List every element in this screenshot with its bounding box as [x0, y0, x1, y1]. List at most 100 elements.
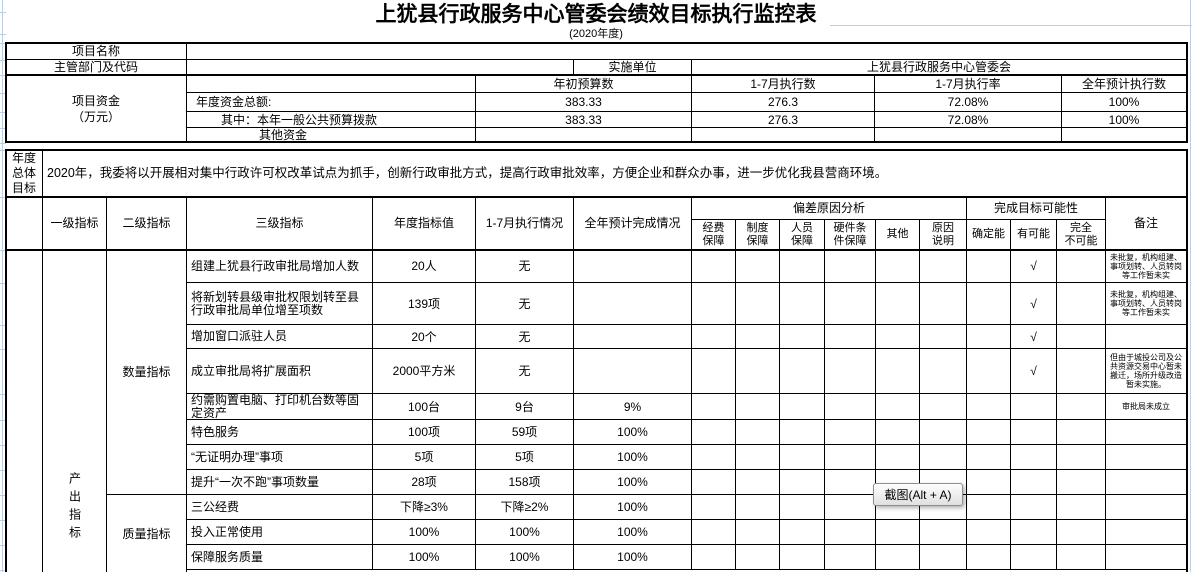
- cell-target[interactable]: 28项: [373, 470, 476, 495]
- cell-dev-system[interactable]: [736, 325, 780, 349]
- cell-dev-staff[interactable]: [780, 283, 825, 325]
- cell-target[interactable]: 100项: [373, 420, 476, 445]
- cell-dev-hardware[interactable]: [825, 520, 876, 545]
- level2-quality-indicator[interactable]: 质量指标: [107, 495, 187, 572]
- cell-dev-funds[interactable]: [692, 470, 736, 495]
- cell-pos-likely[interactable]: [1011, 545, 1057, 570]
- cell-dev-reason[interactable]: [920, 420, 967, 445]
- cell-remark[interactable]: 但由于城投公司及公共资源交易中心暂未搬迁，场所升级改造暂未实施。: [1106, 349, 1187, 394]
- cell-dev-other[interactable]: [876, 520, 920, 545]
- cell-level3[interactable]: 保障服务质量: [187, 545, 373, 570]
- cell-dev-reason[interactable]: [920, 445, 967, 470]
- cell-level3[interactable]: 增加窗口派驻人员: [187, 325, 373, 349]
- funds-value[interactable]: 383.33: [476, 112, 692, 128]
- cell-level3[interactable]: 特色服务: [187, 420, 373, 445]
- cell-exec[interactable]: 5项: [476, 445, 574, 470]
- cell-pos-likely[interactable]: [1011, 394, 1057, 420]
- cell-exec[interactable]: 9台: [476, 394, 574, 420]
- cell-dev-staff[interactable]: [780, 445, 825, 470]
- cell-exec[interactable]: 无: [476, 325, 574, 349]
- cell-pos-impossible[interactable]: [1057, 520, 1106, 545]
- cell-pos-certain[interactable]: [967, 250, 1011, 283]
- cell-target[interactable]: 100%: [373, 520, 476, 545]
- cell-target[interactable]: 20人: [373, 250, 476, 283]
- cell-pos-certain[interactable]: [967, 470, 1011, 495]
- cell-dev-staff[interactable]: [780, 520, 825, 545]
- cell-pos-certain[interactable]: [967, 283, 1011, 325]
- cell-dev-staff[interactable]: [780, 470, 825, 495]
- cell-dev-reason[interactable]: [920, 495, 967, 520]
- cell-forecast[interactable]: [574, 325, 692, 349]
- cell-target[interactable]: 100台: [373, 394, 476, 420]
- cell-dev-system[interactable]: [736, 394, 780, 420]
- cell-pos-certain[interactable]: [967, 545, 1011, 570]
- cell-pos-likely[interactable]: [1011, 445, 1057, 470]
- cell-pos-certain[interactable]: [967, 325, 1011, 349]
- cell-target[interactable]: 20个: [373, 325, 476, 349]
- cell-level3[interactable]: 提升“一次不跑”事项数量: [187, 470, 373, 495]
- cell-dev-other[interactable]: [876, 250, 920, 283]
- cell-dev-funds[interactable]: [692, 420, 736, 445]
- cell-target[interactable]: 139项: [373, 283, 476, 325]
- cell-dev-system[interactable]: [736, 349, 780, 394]
- cell-exec[interactable]: 无: [476, 283, 574, 325]
- cell-dev-hardware[interactable]: [825, 420, 876, 445]
- cell-dev-hardware[interactable]: [825, 394, 876, 420]
- cell-dev-other[interactable]: [876, 545, 920, 570]
- cell-forecast[interactable]: 100%: [574, 445, 692, 470]
- cell-dev-hardware[interactable]: [825, 495, 876, 520]
- cell-dev-funds[interactable]: [692, 349, 736, 394]
- cell-pos-impossible[interactable]: [1057, 420, 1106, 445]
- cell-dev-system[interactable]: [736, 445, 780, 470]
- cell-forecast[interactable]: [574, 250, 692, 283]
- cell-dev-other[interactable]: [876, 283, 920, 325]
- cell-remark[interactable]: [1106, 445, 1187, 470]
- funds-value[interactable]: 276.3: [692, 112, 875, 128]
- cell-pos-likely[interactable]: [1011, 420, 1057, 445]
- cell-dev-staff[interactable]: [780, 545, 825, 570]
- cell-level3[interactable]: 成立审批局将扩展面积: [187, 349, 373, 394]
- cell-forecast[interactable]: 100%: [574, 420, 692, 445]
- empty-left-column[interactable]: [6, 197, 43, 572]
- cell-dev-reason[interactable]: [920, 283, 967, 325]
- funds-value[interactable]: 100%: [1062, 93, 1187, 112]
- cell-pos-certain[interactable]: [967, 445, 1011, 470]
- cell-level3[interactable]: 组建上犹县行政审批局增加人数: [187, 250, 373, 283]
- cell-remark[interactable]: [1106, 545, 1187, 570]
- annual-goal-text[interactable]: 2020年，我委将以开展相对集中行政许可权改革试点为抓手，创新行政审批方式，提高…: [43, 150, 1187, 197]
- cell-dev-funds[interactable]: [692, 250, 736, 283]
- cell-dev-staff[interactable]: [780, 495, 825, 520]
- cell-pos-certain[interactable]: [967, 420, 1011, 445]
- cell-dev-other[interactable]: [876, 445, 920, 470]
- cell-forecast[interactable]: 100%: [574, 470, 692, 495]
- level2-quantity-indicator[interactable]: 数量指标: [107, 250, 187, 495]
- cell-forecast[interactable]: [574, 349, 692, 394]
- cell-dev-system[interactable]: [736, 283, 780, 325]
- cell-dev-hardware[interactable]: [825, 250, 876, 283]
- cell-pos-likely[interactable]: [1011, 470, 1057, 495]
- cell-remark[interactable]: 审批局未成立: [1106, 394, 1187, 420]
- screenshot-tooltip[interactable]: 截图(Alt + A): [873, 483, 963, 506]
- cell-level3[interactable]: 投入正常使用: [187, 520, 373, 545]
- cell-level3[interactable]: “无证明办理”事项: [187, 445, 373, 470]
- funds-value[interactable]: 383.33: [476, 93, 692, 112]
- cell-target[interactable]: 100%: [373, 545, 476, 570]
- cell-dev-funds[interactable]: [692, 394, 736, 420]
- funds-value[interactable]: 100%: [1062, 112, 1187, 128]
- cell-pos-likely[interactable]: [1011, 495, 1057, 520]
- cell-pos-likely[interactable]: [1011, 520, 1057, 545]
- cell-pos-impossible[interactable]: [1057, 545, 1106, 570]
- cell-remark[interactable]: 未批复，机构组建、事项划转、人员转岗等工作暂未实: [1106, 283, 1187, 325]
- cell-pos-impossible[interactable]: [1057, 445, 1106, 470]
- cell-pos-impossible[interactable]: [1057, 349, 1106, 394]
- cell-dev-funds[interactable]: [692, 445, 736, 470]
- cell-pos-certain[interactable]: [967, 394, 1011, 420]
- funds-value[interactable]: 72.08%: [875, 112, 1062, 128]
- cell-dev-staff[interactable]: [780, 349, 825, 394]
- level1-output-indicator[interactable]: 产出指标: [43, 250, 107, 572]
- cell-forecast[interactable]: 100%: [574, 545, 692, 570]
- cell-dev-staff[interactable]: [780, 250, 825, 283]
- cell-pos-certain[interactable]: [967, 495, 1011, 520]
- cell-forecast[interactable]: 9%: [574, 394, 692, 420]
- cell-level3[interactable]: 将新划转县级审批权限划转至县行政审批局单位增至项数: [187, 283, 373, 325]
